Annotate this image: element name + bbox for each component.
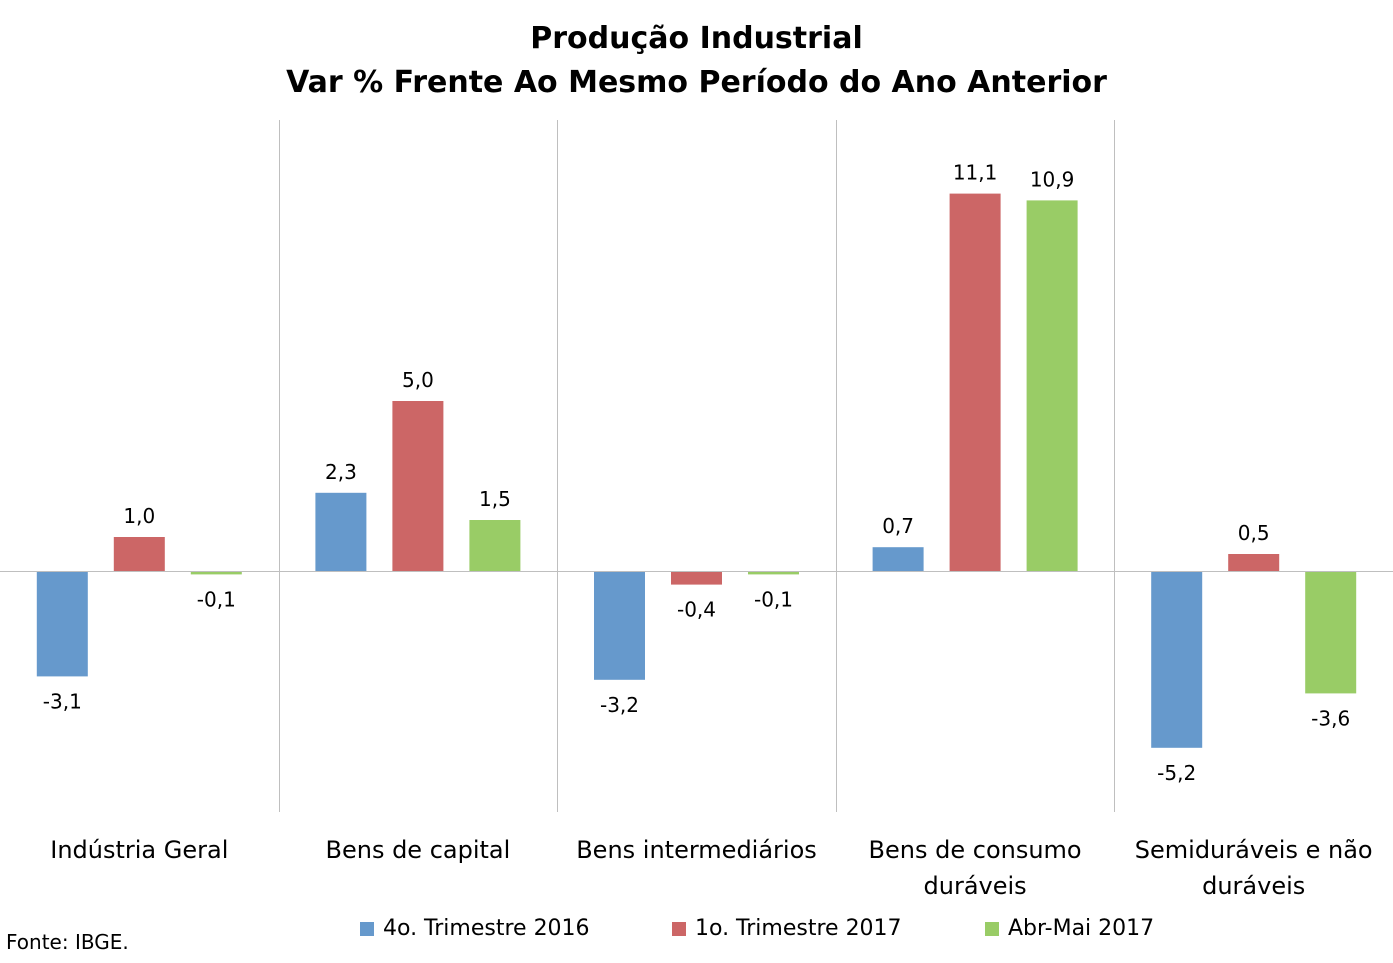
category-label: Bens de capital [326,836,511,864]
category-label: duráveis [1202,872,1305,900]
bar [1026,200,1078,571]
data-label: 1,0 [123,504,155,528]
legend-label: Abr-Mai 2017 [1008,916,1155,941]
legend-swatch [672,921,686,936]
data-label: 0,7 [882,514,914,538]
bar [113,537,165,571]
data-label: 0,5 [1238,521,1270,545]
bar [949,193,1001,571]
data-label: -3,6 [1311,706,1350,730]
bar [1305,571,1357,694]
bar [469,520,521,571]
category-label: Semiduráveis e não [1135,836,1373,864]
source-note: Fonte: IBGE. [6,930,129,954]
category-label: duráveis [924,872,1027,900]
bar [872,547,924,571]
legend-label: 1o. Trimestre 2017 [695,916,902,941]
data-label: -0,1 [754,587,793,611]
bar [1151,571,1203,748]
data-label: 5,0 [402,368,434,392]
data-label: -0,1 [197,587,236,611]
data-label: -3,1 [43,689,82,713]
bar [36,571,88,677]
chart-title: Produção Industrial [530,21,863,56]
category-label: Bens intermediários [576,836,817,864]
legend-item-2: Abr-Mai 2017 [985,916,1154,941]
bar [1228,554,1280,571]
data-label: -5,2 [1157,761,1196,785]
data-label: 1,5 [479,487,511,511]
legend-swatch [360,921,374,936]
data-label: 11,1 [953,161,998,185]
category-label: Bens de consumo [869,836,1082,864]
data-label: -3,2 [600,693,639,717]
data-label: 10,9 [1030,167,1075,191]
data-label: 2,3 [325,460,357,484]
category-label: Indústria Geral [50,836,228,864]
bar [315,492,367,571]
bar [748,571,799,575]
legend-item-0: 4o. Trimestre 2016 [360,916,590,941]
chart-subtitle: Var % Frente Ao Mesmo Período do Ano Ant… [286,65,1107,100]
bar [594,571,645,680]
bar [671,571,722,585]
legend-label: 4o. Trimestre 2016 [383,916,590,941]
bar [190,571,242,575]
data-label: -0,4 [677,598,716,622]
bar [392,401,444,571]
legend-item-1: 1o. Trimestre 2017 [672,916,902,941]
legend-swatch [985,921,999,936]
